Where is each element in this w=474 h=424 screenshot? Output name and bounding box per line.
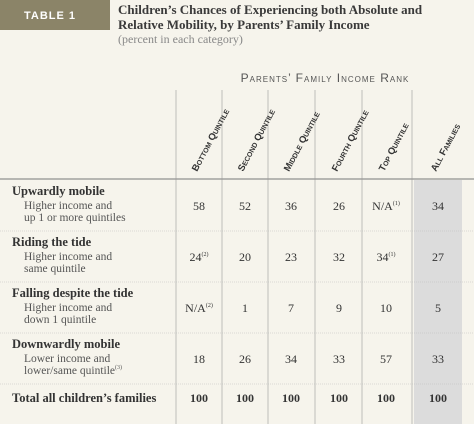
row-description: Lower income and xyxy=(24,353,110,365)
row-description: Higher income and xyxy=(24,302,112,314)
cell: 57 xyxy=(380,352,392,366)
cell: 34 xyxy=(285,352,297,366)
total-cell: 100 xyxy=(236,391,254,405)
label-box xyxy=(0,0,110,30)
group-header: Parents’ Family Income Rank xyxy=(241,71,410,85)
description-line: Higher income and xyxy=(24,251,112,263)
description-line: down 1 quintile xyxy=(24,314,96,326)
total-cell: 100 xyxy=(190,391,208,405)
cell: N/A(1) xyxy=(372,199,400,213)
row-description: lower/same quintile(3) xyxy=(24,364,122,377)
cell: 23 xyxy=(285,250,297,264)
cell-note: (1) xyxy=(393,200,400,207)
description-line: Higher income and xyxy=(24,302,112,314)
cell: 7 xyxy=(288,301,294,315)
description-line: lower/same quintile xyxy=(24,365,115,377)
cell-value: N/A xyxy=(185,301,206,315)
cell: 34 xyxy=(432,199,444,213)
cell: 5 xyxy=(435,301,441,315)
description-line: Higher income and xyxy=(24,200,112,212)
total-label: Total all children’s families xyxy=(12,391,156,405)
cell-value: 24 xyxy=(190,250,202,264)
cell: 26 xyxy=(333,199,345,213)
description-line: up 1 or more quintiles xyxy=(24,212,126,224)
cell-value: N/A xyxy=(372,199,393,213)
subtitle: (percent in each category) xyxy=(118,32,243,46)
cell: 58 xyxy=(193,199,205,213)
cell-note: (2) xyxy=(202,251,209,258)
cell: 32 xyxy=(333,250,345,264)
cell: 33 xyxy=(333,352,345,366)
cell-note: (1) xyxy=(389,251,396,258)
cell: 36 xyxy=(285,199,297,213)
row-label: Riding the tide xyxy=(12,235,92,249)
description-note: (3) xyxy=(115,364,122,371)
cell: 20 xyxy=(239,250,251,264)
cell: 52 xyxy=(239,199,251,213)
cell: 26 xyxy=(239,352,251,366)
cell: N/A(2) xyxy=(185,301,213,315)
cell: 24(2) xyxy=(190,250,209,264)
description-line: Lower income and xyxy=(24,353,110,365)
cell: 34(1) xyxy=(377,250,396,264)
row-description: down 1 quintile xyxy=(24,314,96,326)
total-cell: 100 xyxy=(330,391,348,405)
row-description: same quintile xyxy=(24,263,86,275)
row-label: Falling despite the tide xyxy=(12,286,134,300)
row-description: Higher income and xyxy=(24,200,112,212)
row-label: Upwardly mobile xyxy=(12,184,105,198)
cell: 1 xyxy=(242,301,248,315)
table-label: TABLE 1 xyxy=(24,10,76,22)
title-line: Children’s Chances of Experiencing both … xyxy=(118,2,423,17)
cell: 9 xyxy=(336,301,342,315)
row-label: Downwardly mobile xyxy=(12,337,120,351)
row-description: up 1 or more quintiles xyxy=(24,212,126,224)
cell: 33 xyxy=(432,352,444,366)
cell-note: (2) xyxy=(206,302,213,309)
row-description: Higher income and xyxy=(24,251,112,263)
cell: 10 xyxy=(380,301,392,315)
cell: 18 xyxy=(193,352,205,366)
total-cell: 100 xyxy=(377,391,395,405)
total-cell: 100 xyxy=(282,391,300,405)
title-line: Relative Mobility, by Parents’ Family In… xyxy=(118,17,370,32)
cell: 27 xyxy=(432,250,444,264)
cell-value: 34 xyxy=(377,250,389,264)
total-cell: 100 xyxy=(429,391,447,405)
description-line: same quintile xyxy=(24,263,86,275)
shaded-column xyxy=(414,180,462,424)
